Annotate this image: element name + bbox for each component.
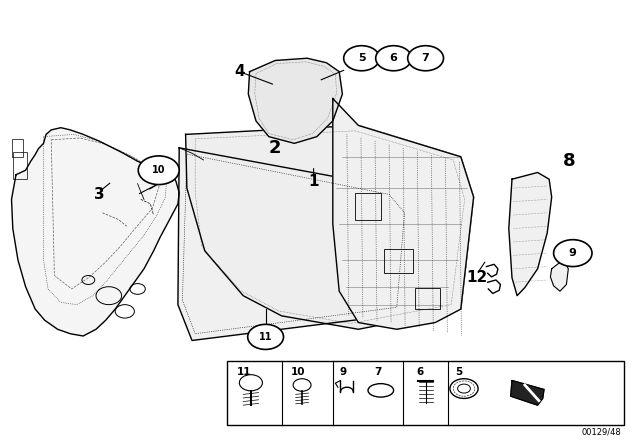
- Text: 9: 9: [339, 367, 346, 377]
- Circle shape: [554, 240, 592, 267]
- Text: 11: 11: [259, 332, 273, 342]
- Polygon shape: [333, 99, 474, 329]
- Circle shape: [248, 324, 284, 349]
- Polygon shape: [550, 260, 568, 291]
- Bar: [415, 288, 440, 309]
- Polygon shape: [12, 128, 179, 336]
- Bar: [355, 193, 381, 220]
- Circle shape: [344, 46, 380, 71]
- Text: 10: 10: [152, 165, 166, 175]
- Text: 12: 12: [466, 270, 488, 285]
- Polygon shape: [178, 148, 413, 340]
- Text: 7: 7: [374, 367, 382, 377]
- Polygon shape: [509, 172, 552, 296]
- Text: 5: 5: [456, 367, 463, 377]
- Bar: [227, 361, 624, 425]
- Text: 6: 6: [390, 53, 397, 63]
- Text: 2: 2: [269, 139, 282, 157]
- Circle shape: [376, 46, 412, 71]
- Text: 1: 1: [308, 174, 319, 189]
- Polygon shape: [248, 58, 342, 143]
- Polygon shape: [511, 380, 544, 405]
- Text: 11: 11: [237, 367, 252, 377]
- Text: 5: 5: [358, 53, 365, 63]
- Text: 00129/48: 00129/48: [581, 428, 621, 437]
- Polygon shape: [186, 125, 474, 329]
- Bar: [12, 139, 23, 157]
- Text: 8: 8: [563, 152, 576, 170]
- Text: 7: 7: [422, 53, 429, 63]
- Bar: [13, 152, 27, 179]
- Text: 4: 4: [235, 64, 245, 79]
- Text: 3: 3: [94, 187, 104, 202]
- Circle shape: [138, 156, 179, 185]
- Bar: [384, 249, 413, 273]
- Text: 10: 10: [291, 367, 306, 377]
- Text: 9: 9: [569, 248, 577, 258]
- Circle shape: [408, 46, 444, 71]
- Text: 6: 6: [416, 367, 423, 377]
